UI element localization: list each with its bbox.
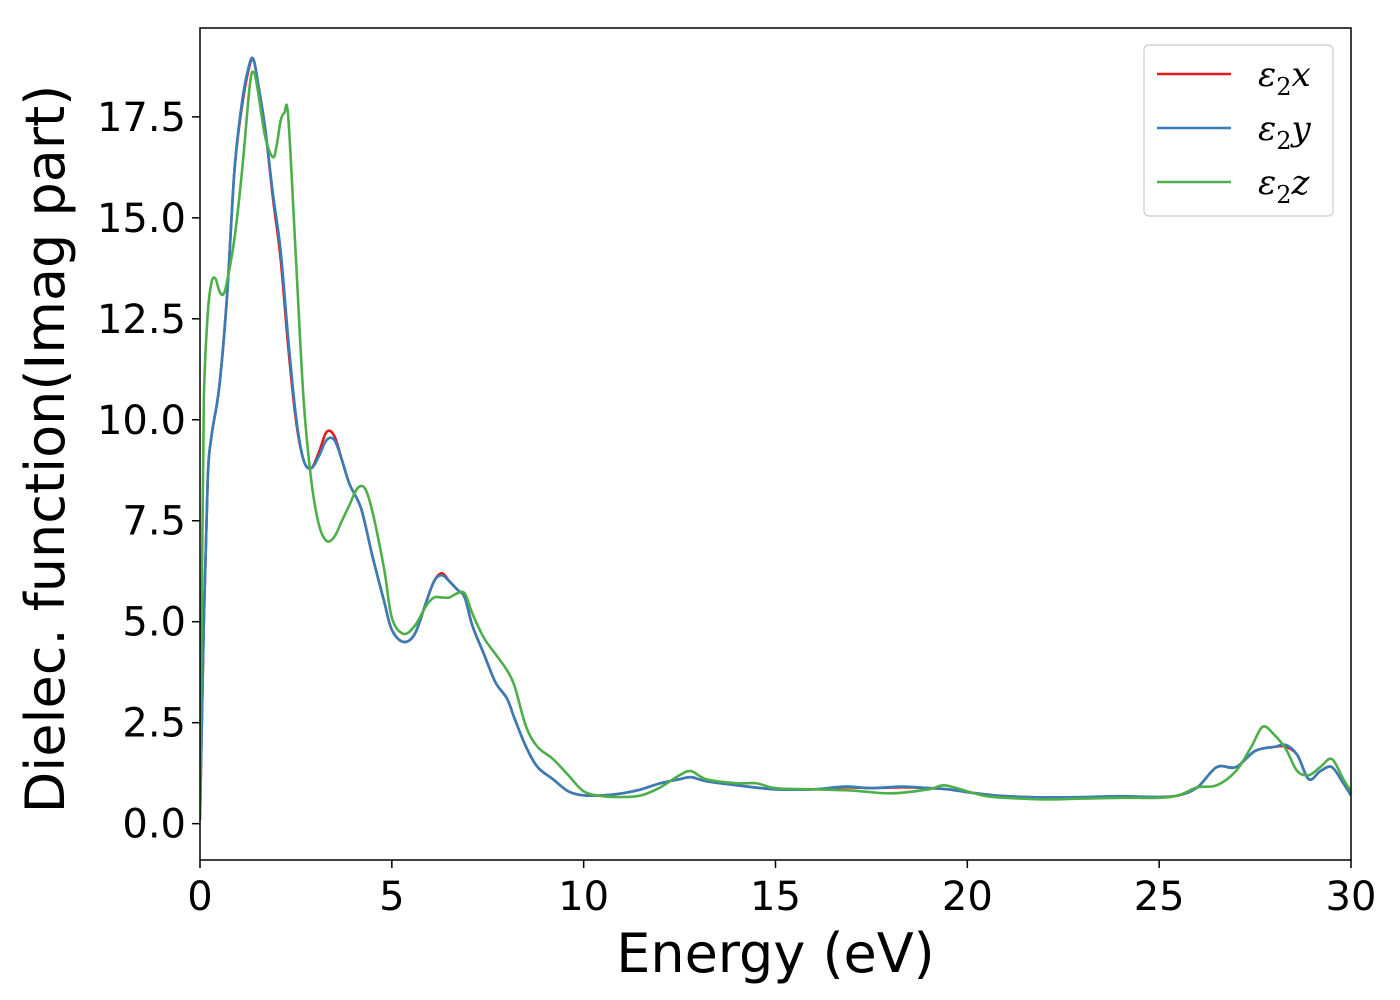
y-tick-label: 2.5 xyxy=(122,701,186,747)
x-tick-label: 15 xyxy=(750,874,801,920)
y-tick-label: 10.0 xyxy=(97,398,186,444)
x-tick-label: 25 xyxy=(1134,874,1185,920)
y-tick-label: 15.0 xyxy=(97,196,186,242)
series-line-z xyxy=(200,70,1351,820)
x-tick-label: 10 xyxy=(558,874,609,920)
plot-area xyxy=(199,27,1352,861)
x-tick-label: 0 xyxy=(187,874,212,920)
x-axis-ticks: 0 5 10 15 20 25 30 xyxy=(187,860,1376,920)
x-tick-label: 5 xyxy=(379,874,404,920)
legend: ε2x ε2y ε2z xyxy=(1143,44,1334,217)
x-tick-label: 30 xyxy=(1326,874,1377,920)
x-axis-label: Energy (eV) xyxy=(616,922,935,985)
legend-box xyxy=(1143,44,1334,217)
legend-entry-z: ε2z xyxy=(1258,163,1311,209)
y-tick-label: 0.0 xyxy=(122,802,186,848)
x-tick-label: 20 xyxy=(942,874,993,920)
series-layer xyxy=(200,56,1351,820)
y-axis-label: Dielec. function(Imag part) xyxy=(14,85,77,814)
y-tick-label: 12.5 xyxy=(97,297,186,343)
y-tick-label: 5.0 xyxy=(122,600,186,646)
y-tick-label: 17.5 xyxy=(97,95,186,141)
y-axis-ticks: 0.0 2.5 5.0 7.5 10.0 12.5 15.0 17.5 xyxy=(97,95,200,848)
y-tick-label: 7.5 xyxy=(122,499,186,545)
legend-entry-y: ε2y xyxy=(1258,109,1312,155)
legend-entry-x: ε2x xyxy=(1258,55,1311,101)
